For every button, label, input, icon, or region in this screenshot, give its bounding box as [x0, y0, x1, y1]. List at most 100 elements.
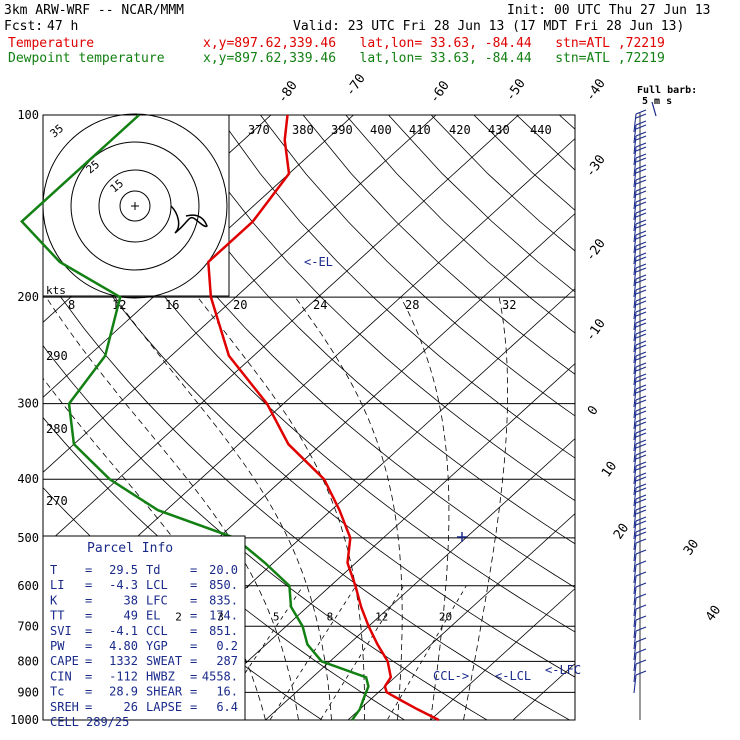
parcel-param-value: 6.4 [216, 700, 238, 714]
parcel-row: SVI = -4.1 CCL = 851. [50, 624, 238, 638]
wind-barb [633, 131, 647, 155]
barb-staff [633, 245, 637, 265]
pressure-label: 900 [17, 685, 39, 699]
barb-flag [635, 252, 647, 258]
wind-barb [633, 252, 647, 276]
barb-flag [635, 329, 647, 335]
barb-staff [633, 443, 637, 463]
parcel-equals: = [85, 609, 92, 623]
isotherm [43, 115, 519, 548]
barb-flag [635, 428, 647, 434]
parcel-marker [457, 532, 467, 542]
wind-barb [633, 604, 647, 628]
wind-barb [633, 142, 647, 166]
theta-label: 440 [530, 123, 552, 137]
parcel-equals: = [190, 639, 197, 653]
wind-barb [633, 516, 647, 540]
barb-flag [635, 362, 647, 368]
barb-flag [635, 465, 647, 471]
barb-flag [635, 157, 647, 163]
parcel-param-value: 28.9 [109, 685, 138, 699]
barb-flag [635, 263, 647, 269]
barb-staff [633, 663, 637, 683]
barb-flag [635, 230, 647, 236]
barb-flag [635, 582, 647, 588]
parcel-equals: = [85, 593, 92, 607]
barb-flag [635, 124, 647, 130]
barb-flag [635, 406, 647, 412]
wind-barb [633, 483, 647, 507]
isotherm [347, 513, 575, 720]
barb-flag [635, 432, 647, 438]
barb-flag [635, 520, 647, 526]
barb-staff [633, 597, 637, 617]
parcel-param-name: CAPE [50, 654, 79, 668]
pressure-label: 1000 [10, 713, 39, 727]
isotherm-label: 40 [703, 603, 724, 624]
barb-flag [635, 208, 647, 214]
parcel-param-name: K [50, 593, 58, 607]
barb-staff [633, 498, 637, 518]
barb-staff [633, 168, 637, 188]
barb-flag [635, 267, 647, 273]
barb-legend-title: Full barb: [637, 85, 697, 96]
dry-adiabat [217, 115, 575, 459]
wind-barb [633, 318, 647, 342]
barb-staff [633, 289, 637, 309]
barb-flag [635, 241, 647, 247]
wind-barb [633, 384, 647, 408]
parcel-row: CELL 289/25 [50, 715, 129, 729]
barb-staff [633, 212, 637, 232]
barb-staff [633, 509, 637, 529]
wind-barb [633, 153, 647, 177]
barb-staff [633, 190, 637, 210]
wind-barb [633, 450, 647, 474]
parcel-param-name: PW [50, 639, 65, 653]
wind-barb [633, 505, 647, 529]
barb-staff [633, 641, 637, 661]
parcel-param-name: Tc [50, 685, 64, 699]
barb-flag [635, 223, 647, 229]
barb-flag [635, 593, 647, 599]
wind-barb [633, 274, 647, 298]
parcel-param-value: -112 [109, 669, 138, 683]
barb-flag [635, 274, 647, 280]
barb-flag [635, 153, 647, 159]
dry-adiabat [0, 115, 7, 733]
barb-staff [633, 487, 637, 507]
barb-staff [633, 553, 637, 573]
barb-staff [633, 234, 637, 254]
barb-flag [635, 377, 647, 383]
parcel-param-name: EL [146, 609, 160, 623]
hodograph-axis-label: kts [46, 284, 66, 297]
dry-adiabat [174, 115, 575, 502]
parcel-param-value: 4.80 [109, 639, 138, 653]
init-time: Init: 00 UTC Thu 27 Jun 13 [507, 3, 711, 18]
dry-adiabat [260, 115, 575, 417]
barb-flag [635, 388, 647, 394]
parcel-param-name: SVI [50, 624, 72, 638]
barb-flag [635, 549, 647, 555]
barb-flag [635, 615, 647, 621]
hodograph-trace [170, 205, 208, 234]
barb-staff [633, 476, 637, 496]
isotherm-label: 0 [585, 403, 602, 418]
moist-adiabat [43, 377, 266, 720]
parcel-equals: = [85, 563, 92, 577]
barb-staff [633, 278, 637, 298]
mixing-ratio-label: 5 [273, 610, 280, 623]
isotherm [429, 588, 575, 720]
parcel-param-name: LI [50, 578, 64, 592]
isotherm-label: -10 [583, 316, 609, 344]
parcel-param-value: 16. [216, 685, 238, 699]
wind-barb [633, 560, 647, 584]
wind-barbs [633, 109, 647, 720]
wind-barb [633, 307, 647, 331]
barb-staff [633, 157, 637, 177]
barb-flag [635, 135, 647, 141]
parcel-equals: = [190, 578, 197, 592]
wind-barb [633, 186, 647, 210]
barb-flag [635, 366, 647, 372]
isotherm [43, 115, 437, 473]
